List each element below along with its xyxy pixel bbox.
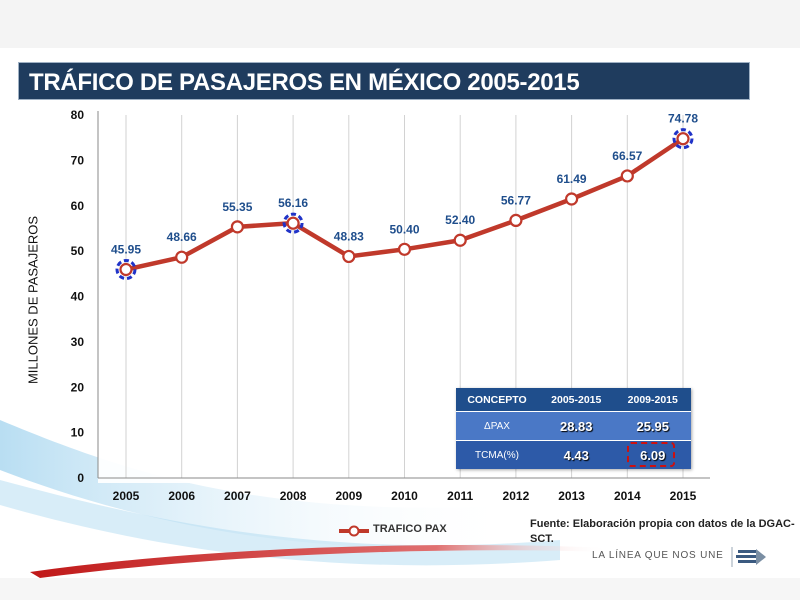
data-label: 74.78 — [668, 112, 698, 126]
y-tick-label: 10 — [71, 426, 85, 440]
data-point — [676, 132, 690, 146]
y-tick-label: 0 — [77, 471, 84, 485]
title-bar: TRÁFICO DE PASAJEROS EN MÉXICO 2005-2015 — [18, 62, 750, 100]
x-tick-label: 2014 — [614, 489, 641, 503]
table-row: ΔPAX 28.83 25.95 — [456, 411, 691, 441]
x-tick-label: 2007 — [224, 489, 251, 503]
logo-icon — [731, 547, 766, 567]
table-cell: 28.83 — [538, 411, 615, 441]
data-point — [509, 213, 523, 228]
y-tick-label: 80 — [71, 108, 85, 122]
page-title: TRÁFICO DE PASAJEROS EN MÉXICO 2005-2015 — [29, 69, 580, 96]
table-header-cell: CONCEPTO — [456, 388, 538, 412]
x-tick-label: 2005 — [113, 489, 140, 503]
x-axis-ticks: 2005 2006 2007 2008 2009 2010 2011 2012 2013 2014… — [113, 489, 697, 503]
series-points — [115, 128, 694, 281]
table-row-label: ΔPAX — [456, 411, 538, 441]
highlight-ring — [672, 128, 694, 150]
data-label: 56.16 — [278, 196, 308, 210]
x-tick-label: 2015 — [670, 489, 697, 503]
table-row-label: TCMA(%) — [456, 440, 538, 469]
data-point — [230, 220, 244, 234]
y-tick-label: 30 — [71, 335, 85, 349]
data-point — [286, 216, 300, 230]
highlight-ring — [115, 259, 137, 281]
data-label: 55.35 — [222, 200, 252, 214]
data-label: 48.83 — [334, 229, 364, 243]
data-point — [564, 192, 579, 206]
y-tick-label: 50 — [71, 244, 85, 258]
x-tick-label: 2011 — [447, 489, 473, 503]
data-label: 61.49 — [557, 172, 587, 186]
data-label: 45.95 — [111, 243, 141, 257]
data-point — [453, 233, 467, 247]
x-tick-label: 2012 — [503, 489, 530, 503]
y-tick-label: 20 — [71, 380, 85, 394]
data-label: 52.40 — [445, 213, 475, 227]
data-labels: 45.95 48.66 55.35 56.16 48.83 50.40 52.40 56.77… — [111, 112, 698, 257]
footer-tagline: LA LÍNEA QUE NOS UNE — [592, 550, 724, 561]
summary-table: CONCEPTO 2005-2015 2009-2015 ΔPAX 28.83 … — [456, 388, 691, 469]
legend-label: TRAFICO PAX — [373, 523, 447, 535]
highlight-box — [627, 442, 675, 467]
x-tick-label: 2008 — [280, 489, 307, 503]
data-label: 48.66 — [167, 230, 197, 244]
y-tick-label: 60 — [71, 199, 85, 213]
table-header-cell: 2009-2015 — [614, 388, 691, 412]
y-tick-label: 70 — [71, 153, 85, 167]
data-point — [342, 249, 356, 264]
data-label: 50.40 — [389, 222, 419, 236]
data-point — [119, 262, 133, 277]
data-point — [397, 242, 412, 256]
x-tick-label: 2010 — [391, 489, 418, 503]
table-cell: 4.43 — [538, 440, 615, 469]
table-header-row: CONCEPTO 2005-2015 2009-2015 — [456, 388, 691, 412]
data-point — [175, 250, 189, 264]
x-tick-label: 2013 — [558, 489, 585, 503]
table-header-cell: 2005-2015 — [538, 388, 615, 412]
data-point — [620, 169, 634, 183]
legend: TRAFICO PAX — [337, 520, 447, 542]
x-tick-label: 2006 — [168, 489, 195, 503]
legend-marker — [339, 525, 369, 537]
source-note: Fuente: Elaboración propia con datos de … — [530, 518, 795, 545]
y-tick-label: 40 — [71, 290, 85, 304]
y-axis-label-text: MILLONES DE PASAJEROS — [25, 215, 41, 385]
table-cell: 25.95 — [614, 411, 691, 441]
highlight-ring — [282, 212, 304, 234]
y-axis-ticks: 0 10 20 30 40 50 60 70 80 — [71, 108, 85, 485]
data-label: 66.57 — [612, 149, 642, 163]
x-tick-label: 2009 — [335, 489, 362, 503]
data-label: 56.77 — [501, 193, 531, 207]
